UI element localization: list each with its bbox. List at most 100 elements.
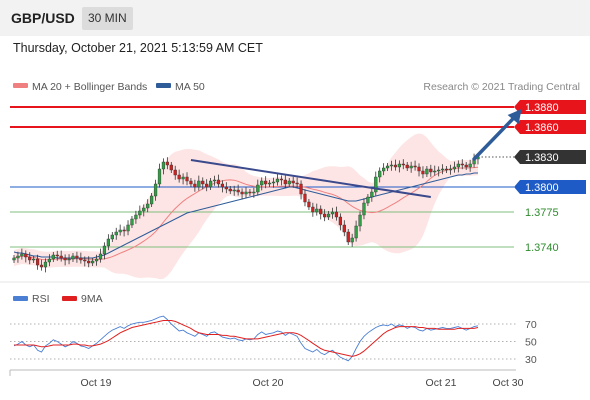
candle-body (413, 165, 417, 168)
candle-100 (405, 162, 409, 171)
candle-body (209, 180, 213, 188)
candle-70 (287, 178, 291, 187)
candle-body (319, 208, 323, 215)
candle-body (271, 181, 276, 184)
candle-body (193, 183, 197, 188)
candle-102 (413, 160, 417, 171)
candle-body (256, 184, 260, 193)
level-badge-bg (514, 120, 586, 134)
candle-7 (39, 259, 44, 271)
forecast-arrow-head (507, 109, 522, 124)
candle-body (267, 182, 272, 185)
candle-83 (338, 213, 342, 231)
candle-body (264, 180, 268, 185)
candle-11 (55, 250, 59, 261)
candle-body (126, 224, 130, 232)
candle-body (59, 255, 63, 259)
candle-body (87, 260, 91, 264)
forecast-arrow-shaft (472, 113, 519, 161)
price-levels: 1.3880 1.3860 1.3830 1.3800 1.3775 1.3740 (10, 100, 586, 254)
candle-22 (98, 248, 103, 263)
level-label-1.3830: 1.3830 (525, 152, 559, 164)
candle-body (181, 176, 185, 180)
candle-20 (91, 258, 95, 266)
candle-body (201, 180, 205, 185)
candle-body (232, 189, 236, 192)
candle-16 (75, 251, 79, 263)
candle-body (385, 165, 390, 169)
candle-69 (283, 175, 287, 189)
candle-2 (20, 248, 24, 260)
candle-99 (401, 159, 405, 170)
candle-24 (106, 234, 110, 251)
candle-body (287, 180, 291, 185)
level-badge-bg (514, 180, 586, 194)
candle-body (323, 213, 327, 218)
candle-43 (181, 173, 185, 185)
candle-95 (385, 163, 390, 171)
candle-body (295, 182, 299, 185)
candle-41 (173, 165, 177, 180)
candle-27 (118, 224, 122, 236)
candle-107 (433, 165, 437, 176)
candle-body (173, 169, 177, 176)
candle-55 (228, 186, 232, 194)
candle-body (354, 225, 358, 239)
candle-1 (16, 251, 20, 263)
candle-90 (366, 194, 370, 206)
candle-113 (456, 160, 460, 173)
candle-body (114, 231, 118, 236)
candle-body (130, 218, 134, 226)
candle-62 (256, 179, 260, 196)
candle-86 (350, 233, 354, 247)
candle-9 (47, 254, 51, 267)
candle-body (342, 224, 346, 233)
candle-body (456, 163, 460, 168)
candle-54 (224, 182, 228, 194)
x-tick-Oct-20: Oct 20 (253, 377, 284, 389)
candle-115 (464, 162, 468, 170)
candle-74 (303, 189, 307, 207)
candle-body (448, 168, 453, 171)
candle-66 (271, 177, 276, 188)
level-label-1.3860: 1.3860 (525, 122, 559, 134)
level-badge-1.3880: 1.3880 (514, 100, 586, 114)
candle-61 (252, 187, 256, 198)
level-label-1.3775: 1.3775 (525, 207, 559, 219)
candle-body (236, 189, 240, 193)
level-badge-bg (514, 150, 586, 164)
candle-32 (138, 205, 142, 219)
candle-14 (67, 254, 71, 265)
candle-15 (71, 253, 75, 262)
rsi-ma9-line (14, 320, 479, 357)
candle-79 (323, 209, 327, 222)
candle-103 (417, 163, 421, 177)
candle-18 (83, 256, 87, 267)
candle-39 (165, 157, 169, 170)
candle-40 (169, 162, 173, 173)
candle-body (43, 261, 48, 268)
candle-31 (134, 210, 138, 224)
level-label-1.3740: 1.3740 (525, 242, 559, 254)
candle-65 (267, 180, 272, 187)
candle-8 (43, 258, 48, 273)
timeframe-badge[interactable]: 30 MIN (82, 7, 133, 30)
candle-body (169, 164, 173, 171)
candle-body (425, 168, 429, 175)
candle-26 (114, 227, 118, 240)
ma50-legend-swatch (156, 83, 171, 88)
candle-body (338, 216, 342, 226)
level-label-1.3800: 1.3800 (525, 182, 559, 194)
candle-body (118, 229, 122, 233)
candle-body (205, 183, 209, 188)
annotations (190, 109, 522, 198)
candle-45 (189, 178, 193, 187)
rsi-tick-30: 30 (525, 354, 537, 366)
candle-5 (32, 256, 36, 263)
candle-42 (177, 169, 181, 183)
candle-89 (362, 198, 366, 220)
rsi-panel: 70 50 30 (10, 315, 537, 366)
candle-body (153, 183, 158, 197)
candle-51 (212, 175, 217, 186)
candle-body (307, 201, 311, 208)
